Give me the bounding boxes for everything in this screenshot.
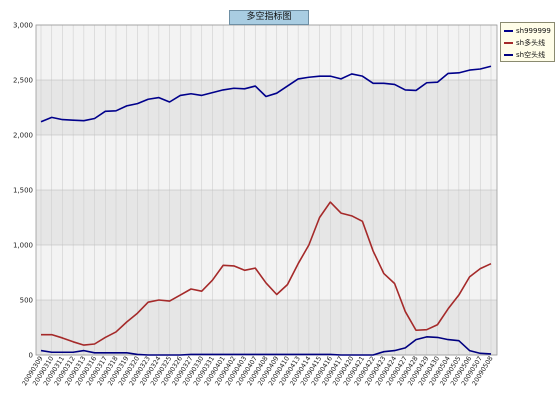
x-axis-ticks: 2009030920090310200903112009031220090313… [20,355,494,387]
legend-label: sh多头线 [516,39,546,47]
plot-background [36,25,497,355]
plot-band [36,190,497,245]
series-line [40,65,492,123]
plot-band [36,245,497,300]
y-tick-label: 0 [29,352,33,360]
y-tick-label: 2,500 [13,77,33,85]
series-line [40,336,492,356]
chart-title: 多空指标图 [229,10,309,25]
y-axis-ticks: 0 500 1,000 1,500 2,000 2,500 3,000 [13,22,33,360]
legend-swatch [504,42,513,44]
legend-item: sh999999 [504,25,551,37]
y-tick-label: 3,000 [13,22,33,30]
legend-label: sh999999 [516,27,551,35]
plot-band [36,80,497,135]
plot-band [36,300,497,355]
plot-band [36,25,497,80]
y-tick-label: 2,000 [13,132,33,140]
series-line [41,201,492,346]
legend-item: sh多头线 [504,37,551,49]
legend-label: sh空头线 [516,51,546,59]
y-tick-label: 500 [20,297,33,305]
plot-band [36,135,497,190]
y-tick-label: 1,500 [13,187,33,195]
legend-item: sh空头线 [504,49,551,61]
series-lines [40,65,492,356]
legend-swatch [504,54,513,56]
legend: sh999999 sh多头线 sh空头线 [500,22,555,62]
y-tick-label: 1,000 [13,242,33,250]
legend-swatch [504,30,513,32]
